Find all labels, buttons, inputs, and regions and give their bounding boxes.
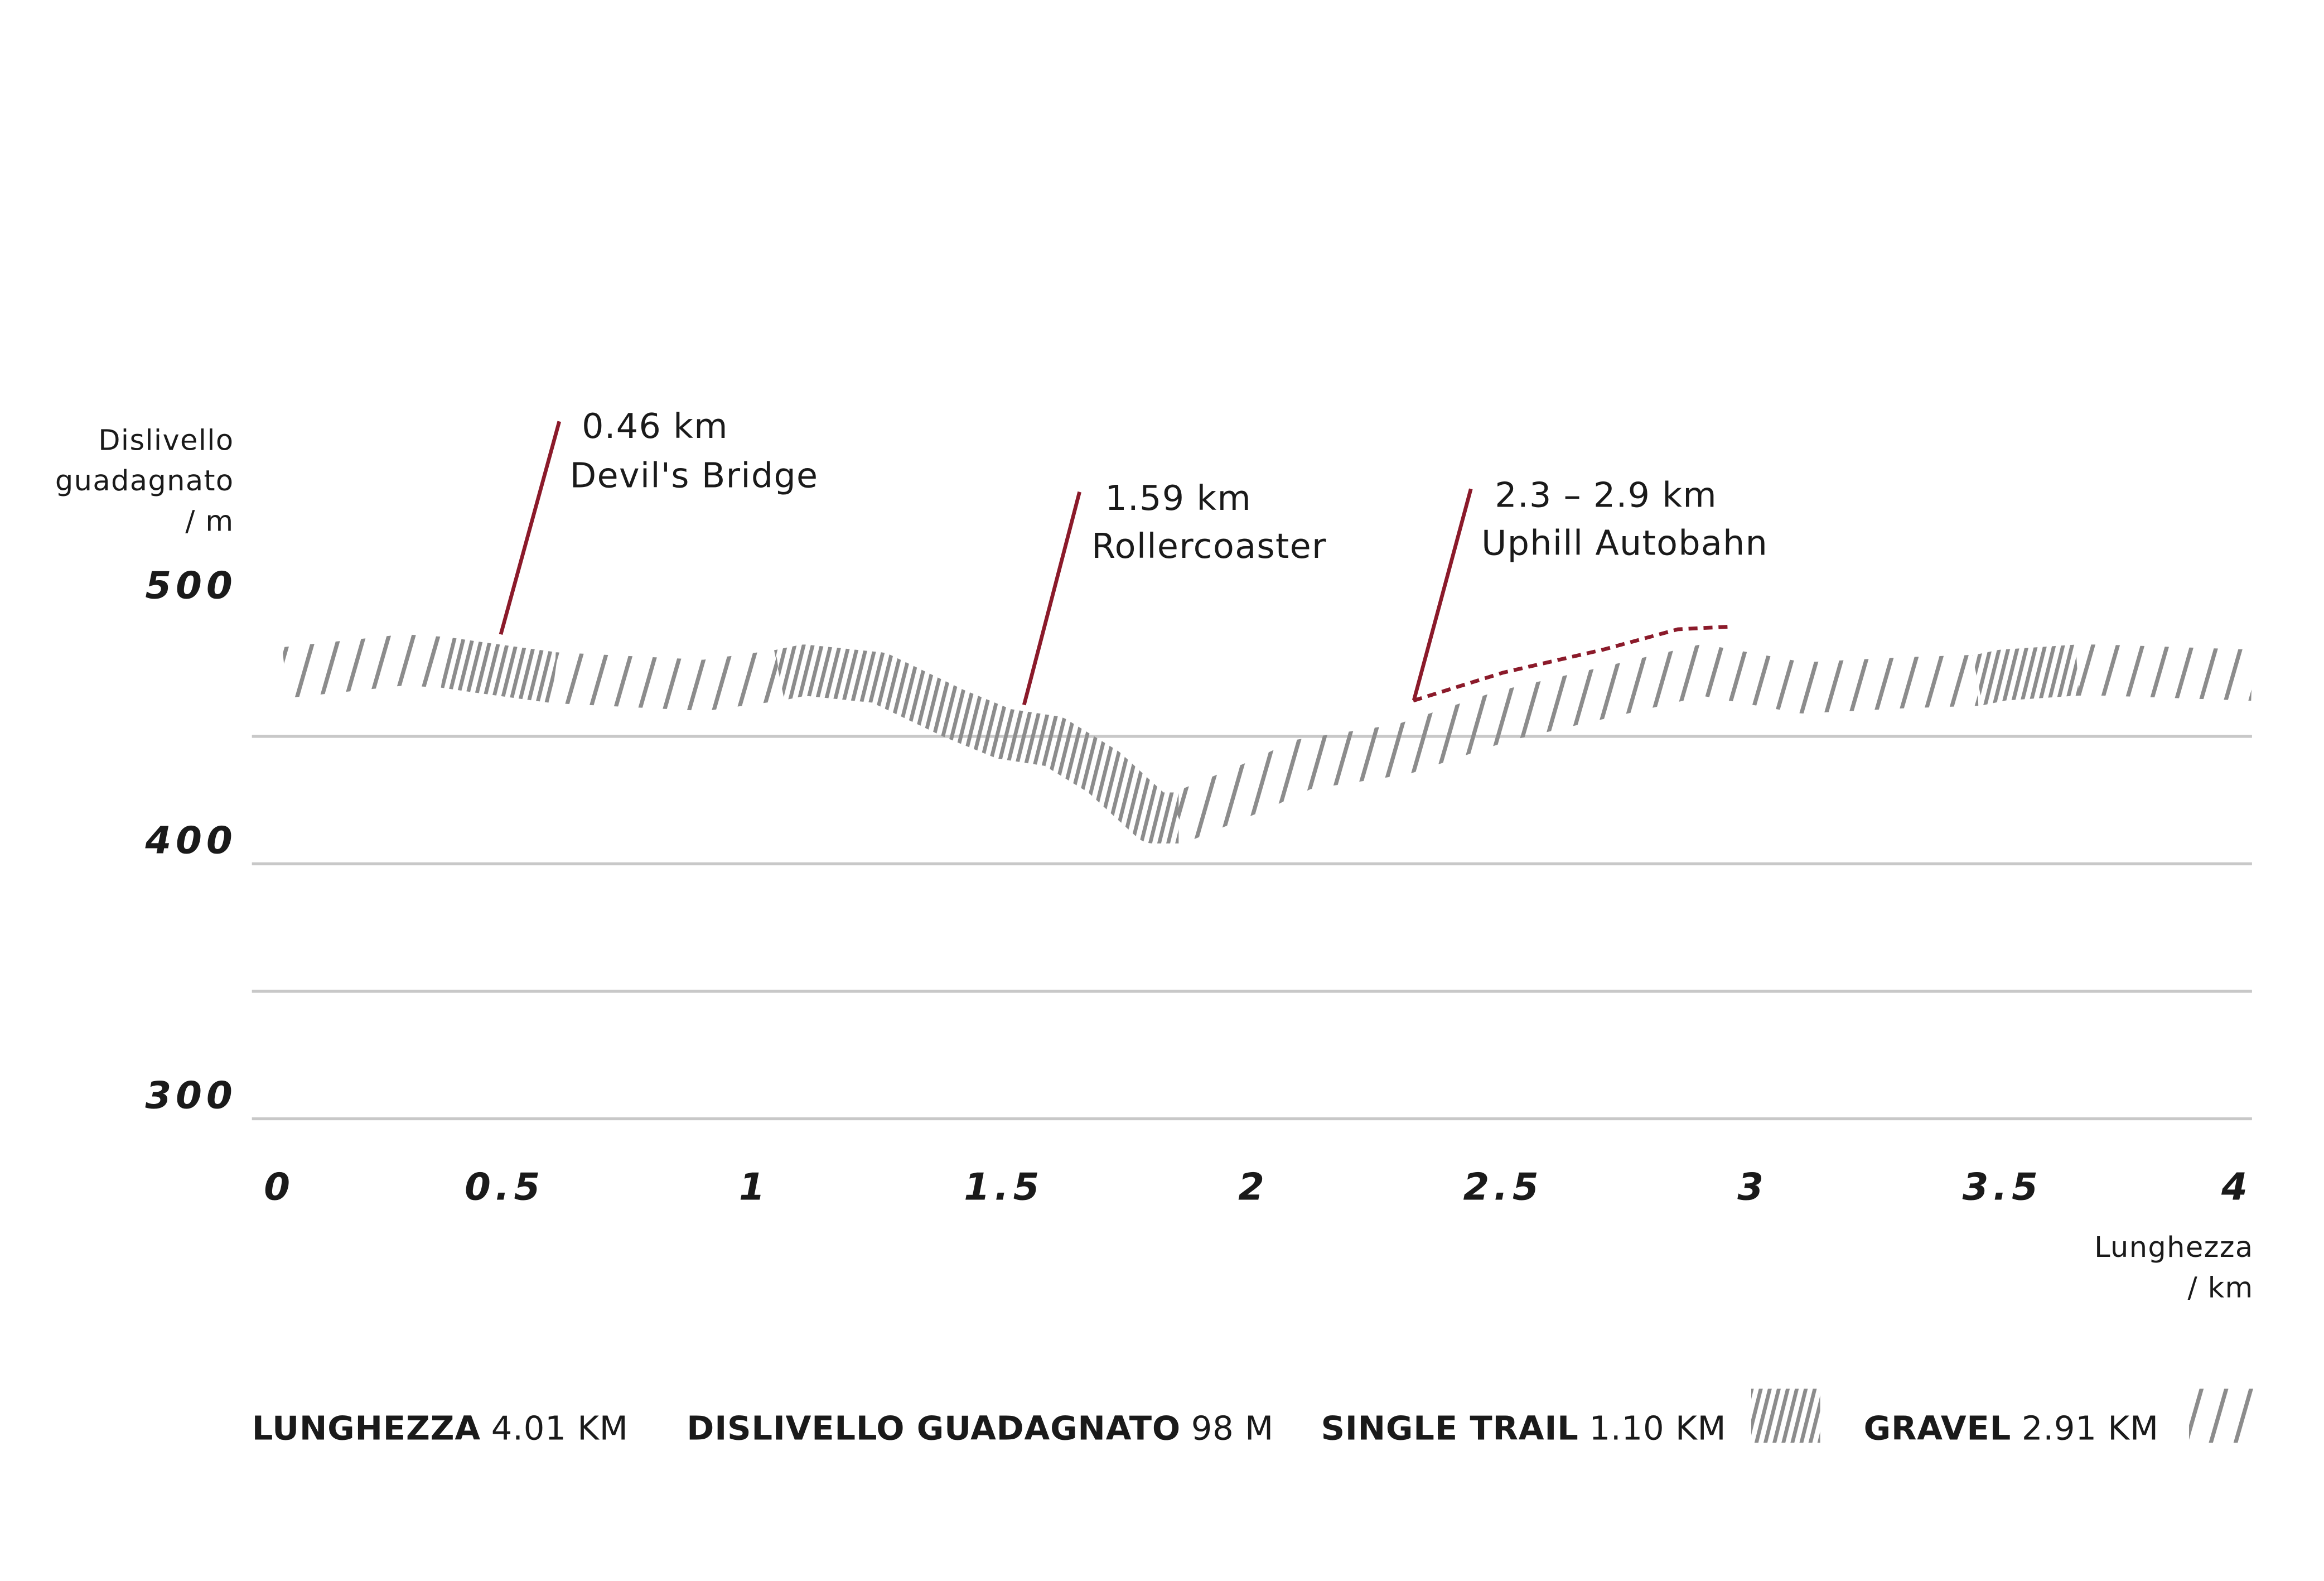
x-axis-label: Lunghezza bbox=[2094, 1231, 2253, 1264]
legend-label: GRAVEL bbox=[1864, 1409, 2011, 1448]
annotation-leader bbox=[499, 421, 562, 635]
x-tick-label: 3.5 bbox=[1963, 1165, 2042, 1209]
legend-swatch bbox=[2188, 1389, 2258, 1443]
profile-line bbox=[441, 637, 2079, 843]
legend-label: DISLIVELLO GUADAGNATO bbox=[687, 1409, 1181, 1448]
y-tick-label: 300 bbox=[145, 1074, 236, 1117]
annotation-leader bbox=[1022, 491, 1081, 706]
y-axis-label: guadagnato bbox=[55, 465, 234, 498]
annotation-label: 0.46 km bbox=[582, 406, 728, 446]
legend-value: 1.10 KM bbox=[1589, 1409, 1726, 1448]
annotation-name: Devil's Bridge bbox=[570, 456, 819, 496]
x-tick-label: 2.5 bbox=[1463, 1165, 1543, 1209]
annotation-label: 1.59 km bbox=[1105, 478, 1252, 518]
x-tick-label: 4 bbox=[2221, 1165, 2252, 1209]
legend-value: 2.91 KM bbox=[2022, 1409, 2159, 1448]
x-tick-label: 1 bbox=[739, 1165, 770, 1209]
x-tick-label: 0 bbox=[264, 1165, 294, 1209]
x-tick-label: 2 bbox=[1238, 1165, 1269, 1209]
legend-label: SINGLE TRAIL bbox=[1321, 1409, 1578, 1448]
legend-item: SINGLE TRAIL 1.10 KM bbox=[1321, 1409, 1726, 1448]
y-axis-label: / m bbox=[185, 505, 234, 538]
legend-value: 4.01 KM bbox=[491, 1409, 629, 1448]
legend-value: 98 M bbox=[1191, 1409, 1274, 1448]
profile-line bbox=[282, 634, 2253, 842]
annotation-label: 2.3 – 2.9 km bbox=[1495, 475, 1717, 515]
x-tick-label: 3 bbox=[1737, 1165, 1768, 1209]
legend-label: LUNGHEZZA bbox=[252, 1409, 481, 1448]
y-tick-label: 500 bbox=[145, 564, 236, 608]
legend-item: LUNGHEZZA 4.01 KM bbox=[252, 1409, 629, 1448]
legend-item: DISLIVELLO GUADAGNATO 98 M bbox=[687, 1409, 1274, 1448]
x-tick-label: 1.5 bbox=[964, 1165, 1043, 1209]
y-axis-label: Dislivello bbox=[98, 424, 234, 457]
x-axis-label: / km bbox=[2187, 1271, 2253, 1304]
highlight-line bbox=[1413, 625, 1728, 703]
legend-swatch bbox=[1751, 1389, 1820, 1443]
x-tick-label: 0.5 bbox=[465, 1165, 544, 1209]
annotation-name: Uphill Autobahn bbox=[1481, 523, 1768, 563]
legend-item: GRAVEL 2.91 KM bbox=[1864, 1409, 2159, 1448]
y-tick-label: 400 bbox=[144, 819, 236, 862]
annotation-leader bbox=[1412, 488, 1473, 701]
annotation-name: Rollercoaster bbox=[1091, 526, 1327, 566]
